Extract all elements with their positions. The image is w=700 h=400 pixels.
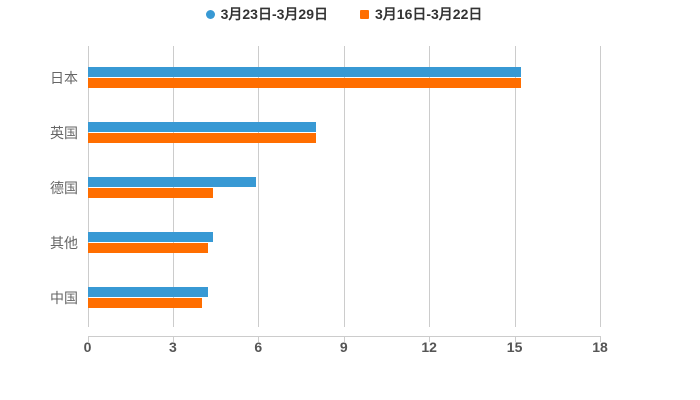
- bar-series2-3[interactable]: [88, 243, 208, 253]
- x-axis-tick-9: [343, 336, 345, 342]
- x-tick-label-6: 6: [254, 339, 263, 355]
- category-label-1: 英国: [50, 124, 78, 141]
- bar-series2-1[interactable]: [88, 133, 316, 143]
- x-tick-label-0: 0: [83, 339, 92, 355]
- x-tick-label-3: 3: [169, 339, 177, 355]
- x-tick-label-9: 9: [339, 339, 348, 355]
- x-axis-tick-15: [514, 336, 516, 342]
- legend-label-series1: 3月23日-3月29日: [220, 6, 328, 22]
- chart-legend: 3月23日-3月29日 3月16日-3月22日: [0, 5, 688, 23]
- bar-series1-0[interactable]: [88, 67, 521, 77]
- bar-series1-4[interactable]: [88, 287, 208, 297]
- x-axis-tick-0: [87, 336, 89, 342]
- x-axis-tick-6: [258, 336, 260, 342]
- bar-series2-4[interactable]: [88, 298, 202, 308]
- bar-series2-0[interactable]: [88, 78, 521, 88]
- bar-series1-2[interactable]: [88, 177, 256, 187]
- x-axis-tick-12: [429, 336, 431, 342]
- bar-series2-2[interactable]: [88, 188, 214, 198]
- legend-circle-marker-icon: [205, 9, 215, 19]
- legend-item-mar23-mar29[interactable]: 3月23日-3月29日: [205, 5, 328, 23]
- gridline-x-6: [258, 46, 260, 327]
- x-tick-label-15: 15: [506, 339, 523, 355]
- x-axis-tick-18: [600, 336, 601, 342]
- legend-label-series2: 3月16日-3月22日: [375, 6, 483, 22]
- gridline-x-9: [343, 46, 345, 327]
- category-label-0: 日本: [50, 69, 78, 86]
- gridline-x-15: [514, 46, 516, 327]
- gridline-x-18: [600, 46, 601, 327]
- bar-series1-3[interactable]: [88, 232, 214, 242]
- category-label-4: 中国: [50, 289, 78, 306]
- category-label-2: 德国: [50, 179, 78, 196]
- gridline-x-12: [429, 46, 431, 327]
- category-label-3: 其他: [50, 234, 78, 251]
- bar-series1-1[interactable]: [88, 122, 316, 132]
- legend-item-mar16-mar22[interactable]: 3月16日-3月22日: [360, 5, 482, 23]
- x-axis-tick-3: [172, 336, 174, 342]
- x-tick-label-12: 12: [421, 339, 437, 355]
- x-tick-label-18: 18: [592, 339, 608, 355]
- legend-square-marker-icon: [360, 9, 369, 19]
